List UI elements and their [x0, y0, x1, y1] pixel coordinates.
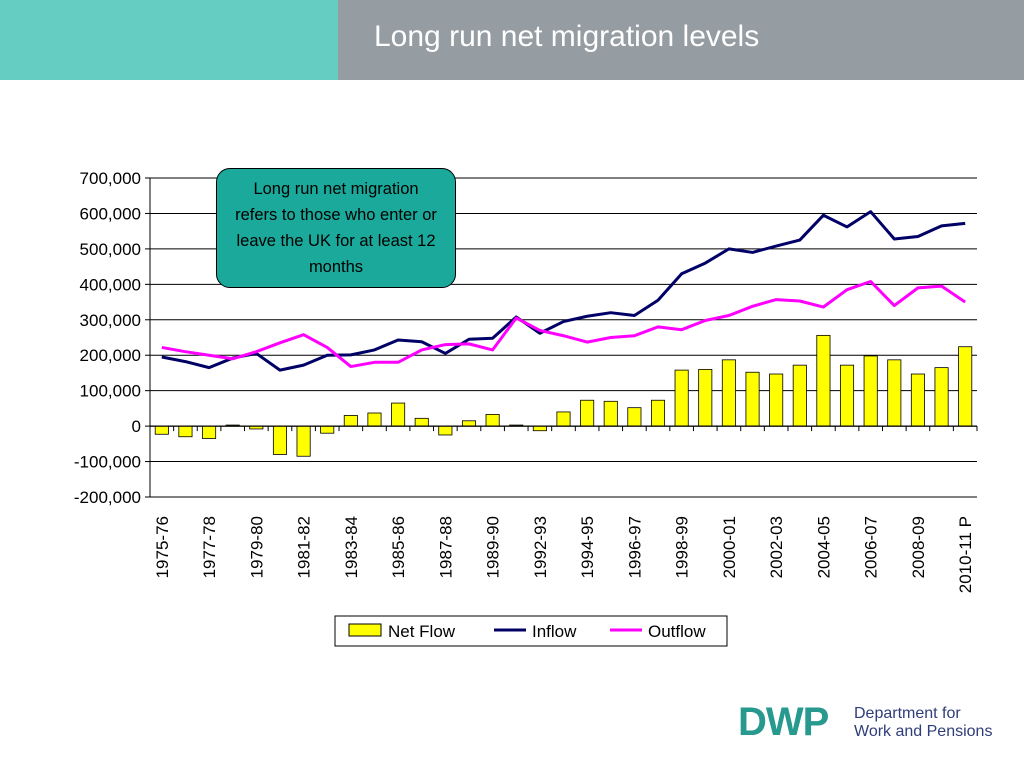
dwp-logo: DWP Department for Work and Pensions — [738, 700, 1008, 748]
chart-legend: Net Flow Inflow Outflow — [334, 615, 728, 647]
net-flow-bar — [934, 367, 949, 427]
x-tick-label: 1977-78 — [200, 516, 219, 578]
x-tick-label: 2000-01 — [720, 516, 739, 578]
net-flow-bar — [721, 359, 736, 427]
x-tick-label: 1989-90 — [484, 516, 503, 578]
legend-swatch-net-flow — [348, 623, 382, 637]
net-flow-bar — [887, 359, 902, 427]
legend-box — [334, 615, 728, 647]
net-flow-bar — [438, 425, 453, 436]
net-flow-bar — [698, 368, 713, 427]
net-flow-bars — [154, 334, 973, 457]
x-tick-label: 2006-07 — [862, 516, 881, 578]
x-tick-label: 1985-86 — [389, 516, 408, 578]
y-tick-label: 700,000 — [80, 169, 141, 188]
net-flow-bar — [650, 399, 666, 427]
y-axis-tick-labels: 700,000 600,000 500,000 400,000 300,000 200,0… — [74, 169, 141, 507]
net-flow-bar — [296, 425, 311, 457]
net-flow-bar — [816, 334, 831, 427]
x-tick-label: 1996-97 — [625, 516, 644, 578]
net-flow-bar — [461, 420, 477, 427]
x-tick-label: 2008-09 — [909, 516, 928, 578]
header-band-right — [338, 0, 1024, 80]
net-flow-bar — [745, 371, 760, 427]
callout-text: Long run net migration refers to those w… — [235, 180, 437, 276]
x-tick-label: 1992-93 — [531, 516, 550, 578]
logo-text-line-2: Work and Pensions — [854, 723, 993, 740]
series-line-inflow — [161, 210, 966, 372]
y-tick-label: -200,000 — [74, 488, 141, 507]
header-band-left — [0, 0, 338, 80]
x-tick-label: 1975-76 — [153, 516, 172, 578]
net-flow-bar — [603, 400, 618, 427]
y-tick-label: 300,000 — [80, 311, 141, 330]
net-flow-bar — [556, 411, 571, 427]
net-flow-bar — [367, 412, 382, 427]
net-flow-bar — [178, 425, 193, 438]
x-tick-label: 1981-82 — [295, 516, 314, 578]
net-flow-bar — [769, 373, 784, 427]
y-tick-label: 400,000 — [80, 275, 141, 294]
net-flow-bar — [202, 425, 217, 439]
net-flow-bar — [391, 402, 406, 427]
net-flow-bar — [863, 355, 878, 427]
legend-label-outflow: Outflow — [648, 622, 706, 641]
y-tick-label: 600,000 — [80, 204, 141, 223]
net-flow-bar — [910, 373, 925, 427]
net-flow-bar — [272, 425, 287, 455]
net-flow-bar — [580, 399, 595, 427]
net-flow-bar — [958, 346, 973, 427]
slide-title: Long run net migration levels — [374, 20, 760, 53]
series-line-outflow — [161, 280, 967, 369]
net-flow-bar — [674, 369, 689, 427]
y-tick-label: 0 — [132, 417, 141, 436]
logo-text-line-1: Department for — [854, 705, 961, 722]
x-tick-label: 2004-05 — [814, 516, 833, 578]
y-tick-label: -100,000 — [74, 453, 141, 472]
y-tick-label: 500,000 — [80, 240, 141, 259]
x-tick-label: 1998-99 — [673, 516, 692, 578]
x-tick-label: 1994-95 — [578, 516, 597, 578]
x-tick-label: 1979-80 — [247, 516, 266, 578]
net-flow-bar — [320, 425, 335, 434]
x-axis-tick-labels: 1975-76 1977-78 1979-80 1981-82 1983-84 1985-… — [153, 516, 975, 593]
net-flow-bar — [485, 414, 500, 427]
logo-mark: DWP — [738, 700, 829, 744]
y-tick-label: 100,000 — [80, 382, 141, 401]
net-flow-bar — [792, 364, 807, 427]
chart-lines — [161, 210, 967, 372]
net-flow-bar — [532, 425, 547, 432]
net-flow-bar — [343, 415, 358, 427]
x-tick-label: 2002-03 — [767, 516, 786, 578]
net-flow-bar — [627, 407, 642, 427]
legend-label-inflow: Inflow — [532, 622, 577, 641]
chart-axes — [145, 177, 978, 498]
x-tick-label: 1987-88 — [436, 516, 455, 578]
legend-label-net-flow: Net Flow — [388, 622, 456, 641]
y-tick-label: 200,000 — [80, 346, 141, 365]
definition-callout: Long run net migration refers to those w… — [216, 168, 456, 288]
net-flow-bar — [154, 425, 169, 435]
x-tick-label: 2010-11 P — [956, 516, 975, 593]
x-tick-label: 1983-84 — [342, 516, 361, 578]
net-flow-bar — [840, 364, 855, 427]
net-flow-bar — [414, 417, 429, 427]
